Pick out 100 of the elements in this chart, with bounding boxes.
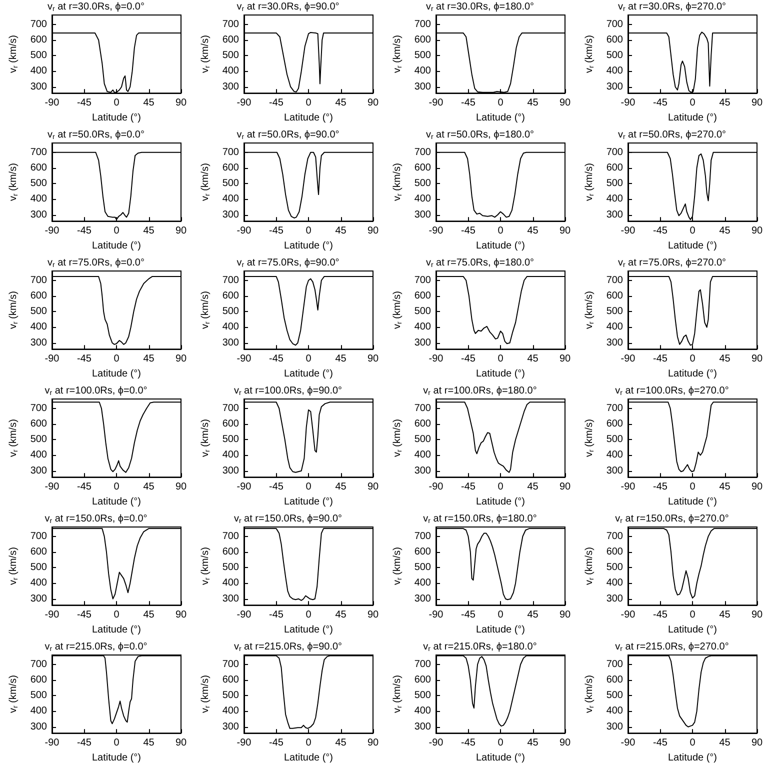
x-tick-label: 0	[114, 98, 120, 109]
x-tick-label: 45	[335, 354, 347, 365]
x-tick-label: 45	[143, 482, 155, 493]
y-tick-label: 700	[414, 530, 432, 542]
x-tick-label: -45	[461, 98, 476, 109]
y-tick-label: 400	[414, 322, 432, 333]
x-tick-label: 45	[719, 98, 731, 109]
y-tick-label: 500	[222, 562, 240, 574]
y-tick-label: 500	[606, 306, 624, 318]
x-tick-label: 90	[367, 610, 379, 621]
y-tick-label: 400	[30, 322, 48, 333]
y-tick-label: 500	[222, 690, 240, 702]
y-tick-label: 500	[414, 178, 432, 190]
x-tick-label: 90	[559, 738, 571, 749]
x-tick-label: -45	[269, 482, 284, 493]
x-tick-label: -90	[428, 482, 444, 493]
y-tick-label: 300	[606, 209, 624, 220]
y-tick-label: 300	[414, 593, 432, 604]
x-tick-label: -90	[236, 226, 252, 237]
y-tick-label: 700	[30, 274, 48, 286]
y-tick-label: 300	[222, 209, 240, 220]
x-tick-label: -90	[428, 738, 444, 749]
x-tick-label: -90	[620, 98, 636, 109]
y-tick-label: 600	[30, 674, 48, 686]
x-axis-title: Latitude (°)	[668, 240, 718, 252]
y-tick-label: 700	[606, 146, 624, 158]
x-tick-label: -45	[461, 482, 476, 493]
y-tick-label: 300	[606, 337, 624, 348]
x-axis-title: Latitude (°)	[284, 752, 334, 764]
x-tick-label: 90	[367, 738, 379, 749]
x-tick-label: 0	[306, 98, 312, 109]
x-tick-label: 0	[114, 226, 120, 237]
y-tick-label: 700	[222, 402, 240, 414]
x-tick-label: 0	[690, 482, 696, 493]
y-tick-label: 500	[222, 306, 240, 318]
y-tick-label: 300	[606, 465, 624, 476]
x-tick-label: 45	[527, 226, 539, 237]
x-tick-label: -90	[428, 610, 444, 621]
y-tick-label: 300	[222, 337, 240, 348]
y-tick-label: 400	[414, 66, 432, 77]
y-tick-label: 400	[30, 450, 48, 461]
y-tick-label: 400	[30, 66, 48, 77]
x-tick-label: 45	[719, 610, 731, 621]
x-tick-label: -90	[236, 482, 252, 493]
y-tick-label: 500	[606, 690, 624, 702]
x-tick-label: -90	[620, 482, 636, 493]
y-tick-label: 600	[414, 162, 432, 174]
x-tick-label: 45	[527, 738, 539, 749]
x-tick-label: -45	[461, 354, 476, 365]
x-tick-label: 0	[690, 98, 696, 109]
y-tick-label: 300	[414, 337, 432, 348]
x-tick-label: 0	[690, 226, 696, 237]
x-tick-label: -90	[236, 738, 252, 749]
x-tick-label: -90	[44, 610, 60, 621]
x-tick-label: -45	[653, 98, 668, 109]
x-tick-label: -45	[77, 738, 92, 749]
y-tick-label: 500	[414, 50, 432, 62]
y-tick-label: 300	[30, 81, 48, 92]
x-tick-label: 0	[690, 610, 696, 621]
x-tick-label: 0	[498, 482, 504, 493]
y-tick-label: 600	[606, 290, 624, 302]
y-tick-label: 300	[222, 721, 240, 732]
y-tick-label: 600	[222, 162, 240, 174]
y-tick-label: 700	[606, 402, 624, 414]
y-tick-label: 700	[222, 146, 240, 158]
x-tick-label: 45	[143, 354, 155, 365]
x-tick-label: -90	[236, 98, 252, 109]
x-axis-title: Latitude (°)	[284, 240, 334, 252]
y-tick-label: 300	[414, 465, 432, 476]
y-tick-label: 500	[30, 690, 48, 702]
y-tick-label: 400	[30, 706, 48, 717]
x-tick-label: -45	[77, 354, 92, 365]
y-tick-label: 700	[222, 530, 240, 542]
y-tick-label: 700	[30, 530, 48, 542]
y-tick-label: 300	[222, 465, 240, 476]
y-tick-label: 500	[30, 178, 48, 190]
x-axis-title: Latitude (°)	[92, 240, 142, 252]
y-tick-label: 500	[606, 562, 624, 574]
x-tick-label: -45	[77, 98, 92, 109]
x-tick-label: 0	[306, 482, 312, 493]
x-axis-title: Latitude (°)	[668, 368, 718, 380]
x-tick-label: -45	[77, 610, 92, 621]
y-tick-label: 600	[222, 418, 240, 430]
x-tick-label: -90	[44, 226, 60, 237]
x-tick-label: -90	[44, 98, 60, 109]
y-tick-label: 600	[414, 290, 432, 302]
y-tick-label: 500	[30, 434, 48, 446]
x-tick-label: 90	[367, 482, 379, 493]
x-tick-label: 45	[719, 482, 731, 493]
x-tick-label: -90	[428, 226, 444, 237]
y-tick-label: 600	[30, 162, 48, 174]
x-tick-label: 45	[143, 226, 155, 237]
x-tick-label: 45	[527, 354, 539, 365]
x-tick-label: 45	[527, 482, 539, 493]
y-tick-label: 500	[222, 50, 240, 62]
y-tick-label: 500	[30, 306, 48, 318]
y-tick-label: 700	[414, 146, 432, 158]
x-tick-label: -45	[653, 354, 668, 365]
x-tick-label: -90	[620, 226, 636, 237]
x-tick-label: 45	[335, 610, 347, 621]
